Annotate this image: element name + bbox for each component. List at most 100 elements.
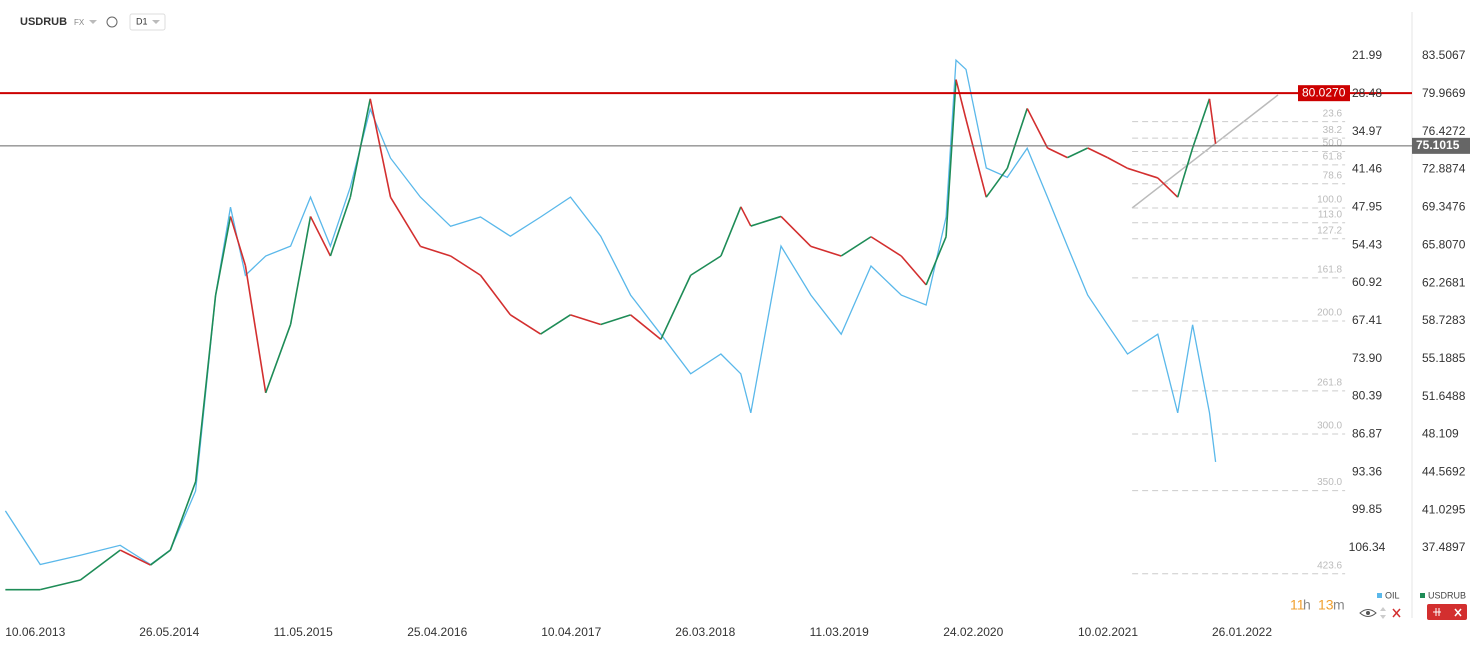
legend-swatch: [1420, 593, 1425, 598]
symbol: USDRUB: [20, 16, 67, 28]
price-segment: [840, 236, 872, 257]
h-line-tag: [1412, 137, 1470, 154]
remove-oil[interactable]: [1392, 608, 1401, 618]
fib-label: 23.6: [1323, 108, 1343, 119]
y2-tick-label: 80.39: [1352, 389, 1382, 403]
y-tick-label: 44.5692: [1422, 465, 1466, 479]
candle-icon: [1433, 608, 1441, 616]
fib-label: 50.0: [1323, 138, 1343, 149]
price-segment: [945, 79, 957, 237]
x-tick-label: 26.03.2018: [675, 625, 735, 639]
y2-tick-label: 47.95: [1352, 200, 1382, 214]
oil-line: [4, 58, 1217, 566]
price-segment: [1176, 147, 1194, 198]
fib-label: 423.6: [1317, 560, 1342, 571]
price-segment: [660, 274, 692, 340]
price-segment: [1087, 147, 1108, 159]
x-tick-label: 24.02.2020: [943, 625, 1003, 639]
y2-tick-label: 93.36: [1352, 464, 1382, 478]
price-segment: [479, 274, 511, 316]
legend-label: OIL: [1385, 590, 1400, 600]
price-segment: [369, 98, 392, 198]
h-line-label: 75.1015: [1416, 138, 1460, 152]
order-arrows[interactable]: [1380, 607, 1386, 619]
y-tick-label: 69.3476: [1422, 200, 1466, 214]
fib-label: 113.0: [1318, 209, 1343, 220]
y-tick-label: 58.7283: [1422, 313, 1466, 327]
y2-tick-label: 99.85: [1352, 502, 1382, 516]
info-icon[interactable]: [106, 16, 118, 28]
fib-label: 261.8: [1317, 378, 1342, 389]
x-tick-label: 11.05.2015: [274, 625, 333, 639]
price-segment: [289, 216, 312, 325]
price-segment: [750, 215, 782, 227]
price-segment: [740, 206, 752, 227]
y2-tick-label: 86.87: [1352, 426, 1382, 440]
price-segment: [169, 481, 197, 551]
price-segment: [900, 255, 927, 286]
eye-icon[interactable]: [1359, 609, 1377, 617]
fib-label: 161.8: [1317, 264, 1342, 275]
price-segment: [194, 295, 217, 482]
price-segment: [79, 549, 121, 581]
eye-pupil: [1366, 611, 1370, 615]
price-segment: [450, 255, 481, 276]
y2-tick-label: 34.97: [1352, 124, 1382, 138]
price-segment: [149, 549, 171, 566]
dropdown: [152, 20, 160, 24]
price-segment: [1157, 177, 1179, 198]
fib-label: 61.8: [1323, 151, 1343, 162]
x-tick-label: 26.01.2022: [1212, 625, 1272, 639]
y2-tick-label: 73.90: [1352, 351, 1382, 365]
price-segment: [540, 314, 571, 335]
interval-box[interactable]: [129, 13, 166, 31]
y2-tick-label: 54.43: [1352, 237, 1382, 251]
price-segment: [985, 167, 1008, 198]
legend-swatch: [1377, 593, 1382, 598]
price-segment: [1191, 98, 1211, 149]
y-tick-label: 48.109: [1422, 427, 1459, 441]
price-segment: [1026, 108, 1049, 149]
y-tick-label: 83.5067: [1422, 48, 1466, 62]
price-segment: [870, 236, 902, 257]
price-segment: [1067, 147, 1089, 159]
price-segment: [780, 215, 812, 247]
x-tick-label: 10.06.2013: [5, 625, 65, 639]
price-segment: [630, 314, 662, 341]
h-line-tag: [1298, 85, 1350, 102]
usdrub-controls[interactable]: [1427, 604, 1467, 620]
x-tick-label: 26.05.2014: [139, 625, 199, 639]
y2-tick-label: 28.48: [1352, 86, 1382, 100]
interval: D1: [136, 16, 148, 26]
y-tick-label: 79.9669: [1422, 86, 1466, 100]
price-segment: [214, 216, 232, 296]
plot: 23.6 38.2 50.0 61.8 78.6 100.0 113.0 127.2 161.8…: [0, 58, 1470, 591]
price-segment: [1208, 98, 1217, 144]
y-tick-label: 55.1885: [1422, 351, 1466, 365]
x-tick-label: 10.02.2021: [1078, 625, 1138, 639]
price-segment: [1127, 167, 1159, 179]
y2-tick-label: 67.41: [1352, 313, 1382, 327]
y2-tick-label: 60.92: [1352, 275, 1382, 289]
x-tick-label: 11.03.2019: [810, 625, 869, 639]
price-segment: [349, 98, 372, 198]
price-segment: [119, 549, 151, 566]
price-segment: [420, 245, 451, 257]
y2-tick-label: 41.46: [1352, 162, 1382, 176]
price-segment: [40, 579, 81, 591]
timer: m: [1333, 597, 1345, 613]
fib-label: 100.0: [1317, 195, 1342, 206]
fib-label: 78.6: [1323, 170, 1343, 181]
x-tick-label: 10.04.2017: [541, 625, 601, 639]
price-segment: [690, 255, 722, 276]
y-tick-label: 37.4897: [1422, 540, 1466, 554]
remove-usdrub[interactable]: [1454, 608, 1462, 617]
price-segment: [1047, 147, 1068, 159]
timer: 13: [1318, 597, 1334, 613]
h-line-label: 80.0270: [1302, 85, 1346, 99]
price-segment: [965, 118, 988, 198]
legend-label: USDRUB: [1428, 590, 1466, 600]
dropdown[interactable]: [89, 20, 97, 24]
timer: h: [1303, 597, 1311, 613]
